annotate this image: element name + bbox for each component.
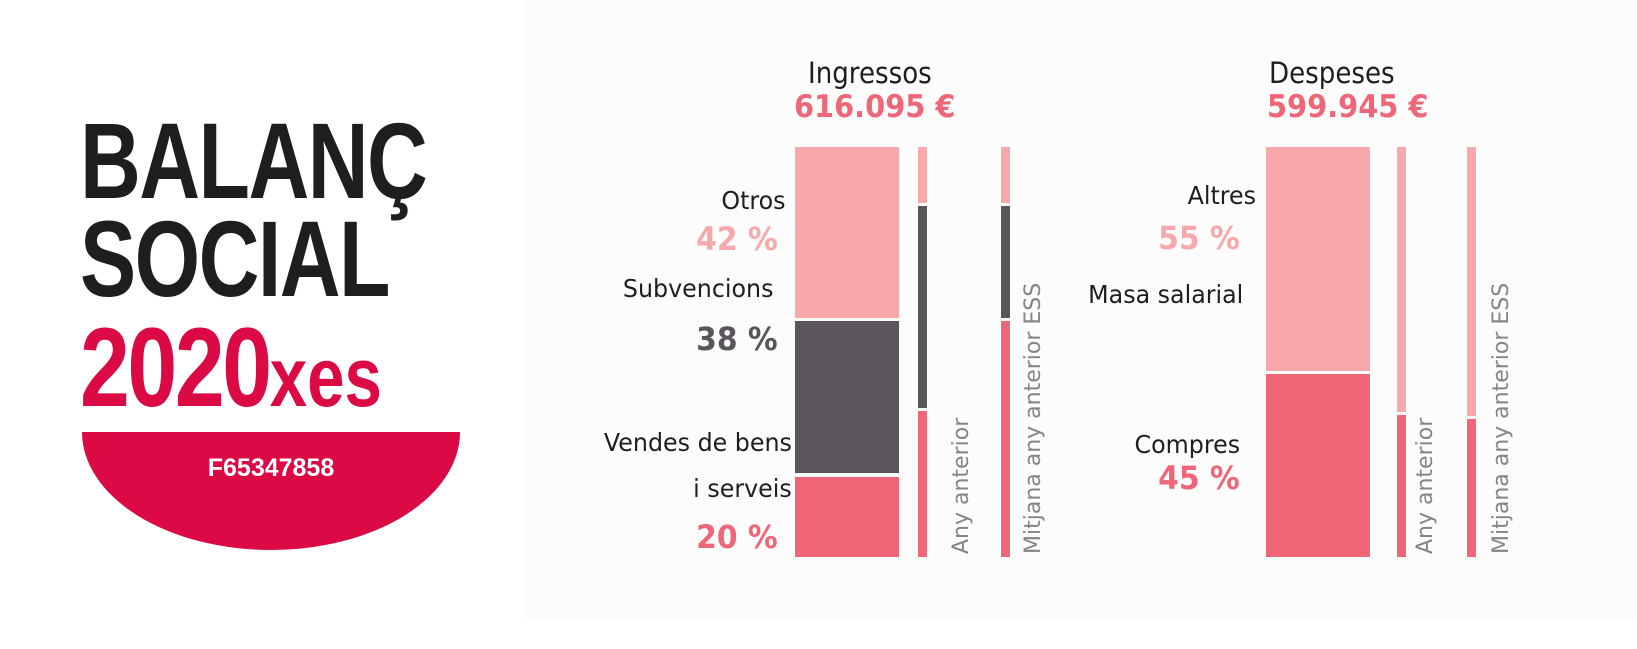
logo-title-line2: SOCIAL [80,198,390,319]
income-main-bar-segment-2 [795,320,899,474]
expenses-pct-altres: 55 % [1158,219,1240,257]
expenses-total: 599.945 € [1267,89,1429,125]
expenses-pct-compres: 45 % [1158,459,1240,497]
logo-year-number: 2020 [80,305,272,430]
expenses-cat-masa-salarial: Masa salarial [1087,280,1243,309]
income-comparison-2-bar-segment-1 [1001,147,1010,203]
logo-half-circle [82,432,460,550]
income-pct-subvencions: 38 % [696,320,778,358]
income-main-bar-segment-3 [795,476,899,557]
income-comparison-1-bar-segment-2 [918,205,927,408]
income-prev-year-label: Any anterior [949,417,974,554]
logo-title-line1: BALANÇ [80,100,428,221]
income-cat-vendes-line2: i serveis [693,474,792,503]
income-comparison-2-bar-segment-3 [1001,320,1010,557]
expenses-title: Despeses [1269,56,1395,90]
income-main-bar-segment-1 [795,147,899,318]
expenses-comparison-2-bar-segment-1 [1467,147,1476,417]
expenses-comparison-1-bar-segment-1 [1397,147,1406,412]
expenses-main-bar-segment-3 [1266,374,1370,557]
income-total: 616.095 € [794,89,956,125]
expenses-cat-compres: Compres [1134,430,1240,459]
expenses-cat-altres: Altres [1187,181,1256,210]
income-cat-subvencions: Subvencions [622,274,773,303]
logo-year-suffix: xes [269,330,382,424]
expenses-ess-avg-label: Mitjana any anterior ESS [1489,282,1514,554]
income-pct-otros: 42 % [696,220,778,258]
income-ess-avg-label: Mitjana any anterior ESS [1021,282,1046,554]
logo-id-number: F65347858 [207,454,335,482]
chart-panel [525,0,1637,620]
income-comparison-1-bar-segment-3 [918,410,927,557]
logo-year: 2020xes [80,312,382,424]
income-pct-vendes: 20 % [696,518,778,556]
expenses-main-bar-segment-1 [1266,147,1370,371]
income-cat-vendes-line1: Vendes de bens [603,428,792,457]
income-cat-otros: Otros [721,186,786,215]
expenses-prev-year-label: Any anterior [1413,417,1438,554]
income-comparison-2-bar-segment-2 [1001,205,1010,318]
income-comparison-1-bar-segment-1 [918,147,927,203]
expenses-comparison-1-bar-segment-3 [1397,415,1406,557]
expenses-comparison-2-bar-segment-3 [1467,419,1476,557]
income-title: Ingressos [808,56,932,90]
